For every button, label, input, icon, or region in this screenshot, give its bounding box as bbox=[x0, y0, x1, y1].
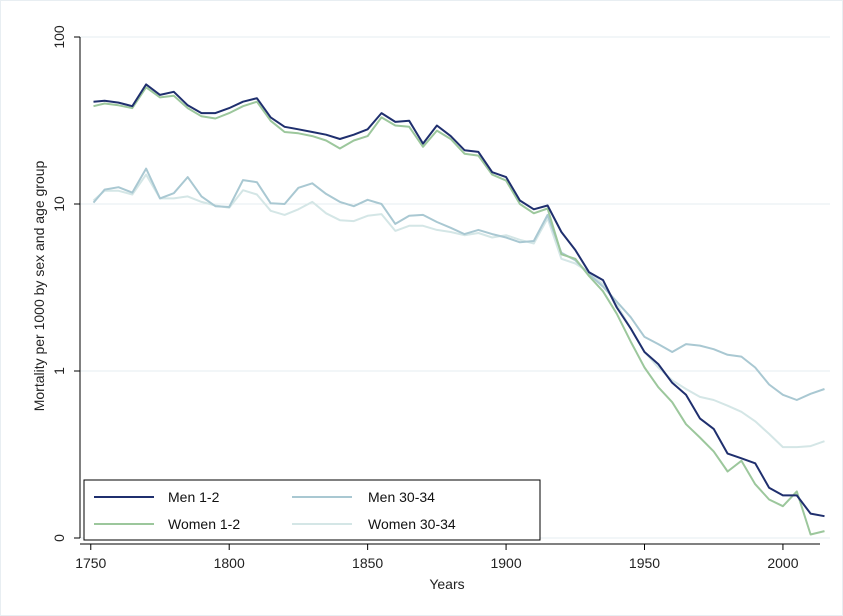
legend: Men 1-2 Men 30-34 Women 1-2 Women 30-34 bbox=[83, 479, 541, 541]
legend-label-men-30-34: Men 30-34 bbox=[368, 489, 435, 505]
y-tick-label: 1 bbox=[51, 367, 67, 375]
y-axis-title: Mortality per 1000 by sex and age group bbox=[31, 160, 47, 411]
legend-label-women-30-34: Women 30-34 bbox=[368, 516, 456, 532]
legend-box bbox=[83, 479, 541, 541]
y-tick-label: 10 bbox=[51, 196, 67, 212]
x-axis-title: Years bbox=[429, 576, 464, 592]
series-line-men-30-34 bbox=[92, 167, 825, 401]
y-tick-label: 0 bbox=[51, 534, 67, 542]
y-tick-label: 100 bbox=[51, 25, 67, 49]
legend-label-women-1-2: Women 1-2 bbox=[168, 516, 240, 532]
x-tick-label: 1950 bbox=[629, 555, 660, 571]
x-tick-label: 1750 bbox=[75, 555, 106, 571]
x-tick-label: 1850 bbox=[352, 555, 383, 571]
legend-label-men-1-2: Men 1-2 bbox=[168, 489, 220, 505]
x-tick-label: 1800 bbox=[214, 555, 245, 571]
series-line-women-1-2 bbox=[93, 86, 825, 536]
x-tick-label: 2000 bbox=[767, 555, 798, 571]
series-lines bbox=[92, 83, 825, 536]
axes bbox=[79, 37, 820, 545]
tick-marks-and-labels: 0 1 10 100 1750 1800 1850 1900 1950 2000 bbox=[51, 25, 799, 571]
x-tick-label: 1900 bbox=[490, 555, 521, 571]
series-line-men-1-2 bbox=[93, 83, 825, 518]
